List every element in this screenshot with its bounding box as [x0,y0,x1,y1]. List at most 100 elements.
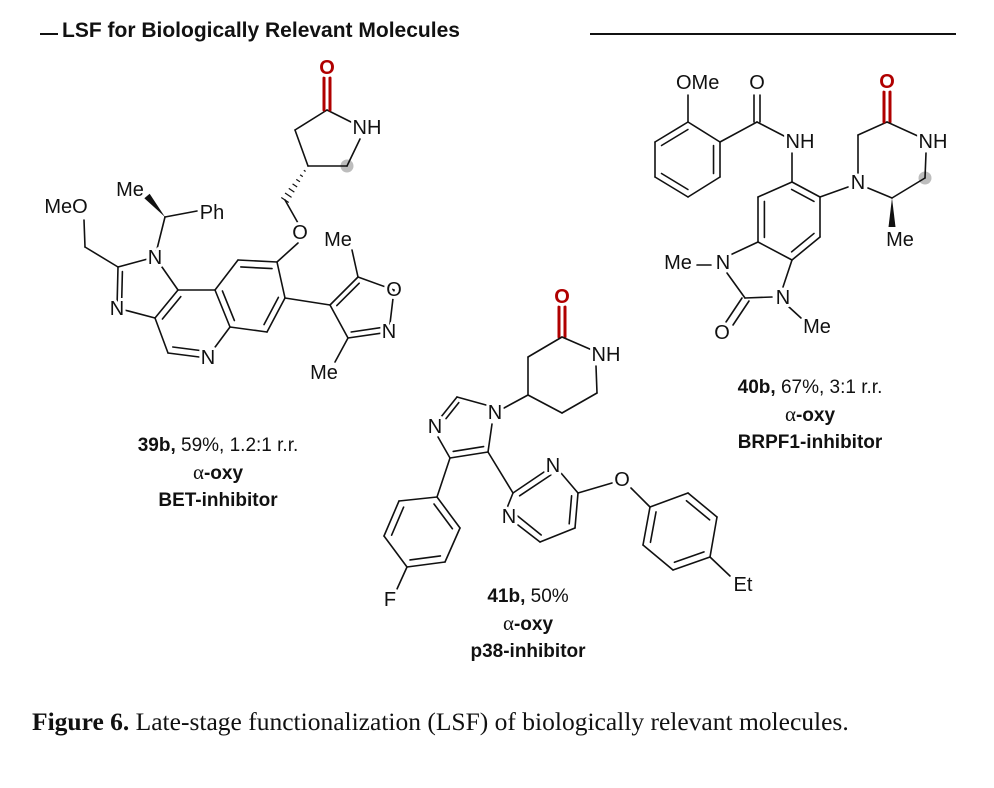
atom-label: N [851,172,865,194]
atom-label: N [428,416,442,438]
atom-label: N [502,506,516,528]
compound-label-39b: 39b, 59%, 1.2:1 r.r. α-oxy BET-inhibitor [137,435,299,511]
bond [83,219,86,248]
bond [351,249,359,278]
caption-text: Late-stage functionalization (LSF) of bi… [129,707,849,736]
atom-label: N [776,287,790,309]
bond [515,514,543,536]
bond [221,290,236,322]
bond [116,307,156,319]
selectivity-suffix: -oxy [795,405,836,426]
bond [266,297,286,333]
bond [284,297,331,306]
hashed-bond [280,169,306,204]
hash-line [299,174,304,178]
hash-line [284,192,292,198]
atom-label: O [614,469,630,491]
bond [527,394,563,414]
bond [924,152,927,179]
compound-id: 39b [137,435,171,456]
bond [560,472,579,494]
caption-label: Figure 6. [32,707,130,736]
bond [436,457,451,498]
bond [383,500,400,537]
atom-label: Et [734,574,753,596]
bond [649,511,657,544]
atom-label: NH [919,131,948,153]
bond [263,296,280,326]
bond [334,337,349,363]
atom-label: N [488,402,502,424]
bond [406,561,446,568]
structures-figure: O NH O MeO N N N Me Ph Me O N Me OMe O N… [41,54,948,611]
bond [685,499,711,521]
hash-line [288,187,295,193]
compound-yield: 50% [525,586,569,607]
bond [506,492,514,509]
bond [347,331,390,339]
structure-39b [83,76,395,363]
bond [539,527,576,543]
bond [512,471,545,494]
atom-label: Me [803,316,831,338]
bond [276,261,286,299]
atom-label: NH [592,344,621,366]
carbonyl-oxygen-label: O [554,286,570,308]
atom-label: N [716,252,730,274]
atom-label: N [148,247,162,269]
bond [294,109,328,131]
bond [782,259,793,288]
atom-label: Ph [200,202,224,224]
atom-labels-39b: O NH O MeO N N N Me Ph Me O N Me [41,54,404,387]
atom-label: O [292,222,308,244]
atom-label: Me [664,252,692,274]
compound-label-41b: 41b, 50% α-oxy p38-inhibitor [470,586,586,662]
bond [577,482,613,494]
structure-40b [654,90,932,326]
hash-line [292,183,298,188]
compound-target: p38-inhibitor [470,641,586,662]
atom-label: N [382,321,396,343]
bond [449,451,489,459]
atom-label: O [386,279,402,301]
compound-id: 40b [737,377,771,398]
bond [630,487,651,508]
bond [284,199,299,224]
bond [214,289,231,328]
bond [116,266,119,309]
selectivity-suffix: -oxy [203,463,244,484]
atom-label: Me [886,229,914,251]
bond [390,506,405,536]
compound-label-40b: 40b, 67%, 3:1 r.r. α-oxy BRPF1-inhibitor [737,377,883,453]
atom-label: F [384,589,396,611]
bond [398,496,438,502]
bond [326,109,356,125]
bond [388,289,395,333]
bond [732,300,750,326]
bond [84,246,119,268]
atom-label: OMe [676,72,719,94]
compound-target: BRPF1-inhibitor [737,432,883,453]
compound-target: BET-inhibitor [158,490,278,511]
bond [654,176,689,198]
bond [503,394,529,409]
bond [857,121,888,136]
bond [346,138,361,167]
bond [660,172,689,191]
bond [642,506,651,546]
bond [350,326,385,333]
selectivity-symbol: α [784,402,796,426]
bond [654,121,689,143]
bond [409,555,442,561]
bond [214,259,239,291]
wedge-bond [888,198,896,227]
bond [206,326,231,359]
selectivity-symbol: α [192,460,204,484]
bond [672,556,711,571]
atom-label: O [749,72,765,94]
wedge-bond [144,193,165,217]
bond [440,396,458,418]
bond [660,128,689,147]
section-header: LSF for Biologically Relevant Molecules [62,19,460,42]
bond [276,242,299,263]
